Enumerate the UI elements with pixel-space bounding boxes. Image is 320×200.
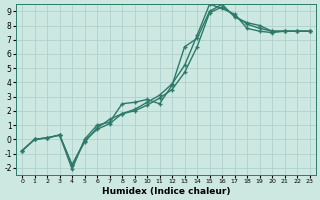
X-axis label: Humidex (Indice chaleur): Humidex (Indice chaleur)	[101, 187, 230, 196]
